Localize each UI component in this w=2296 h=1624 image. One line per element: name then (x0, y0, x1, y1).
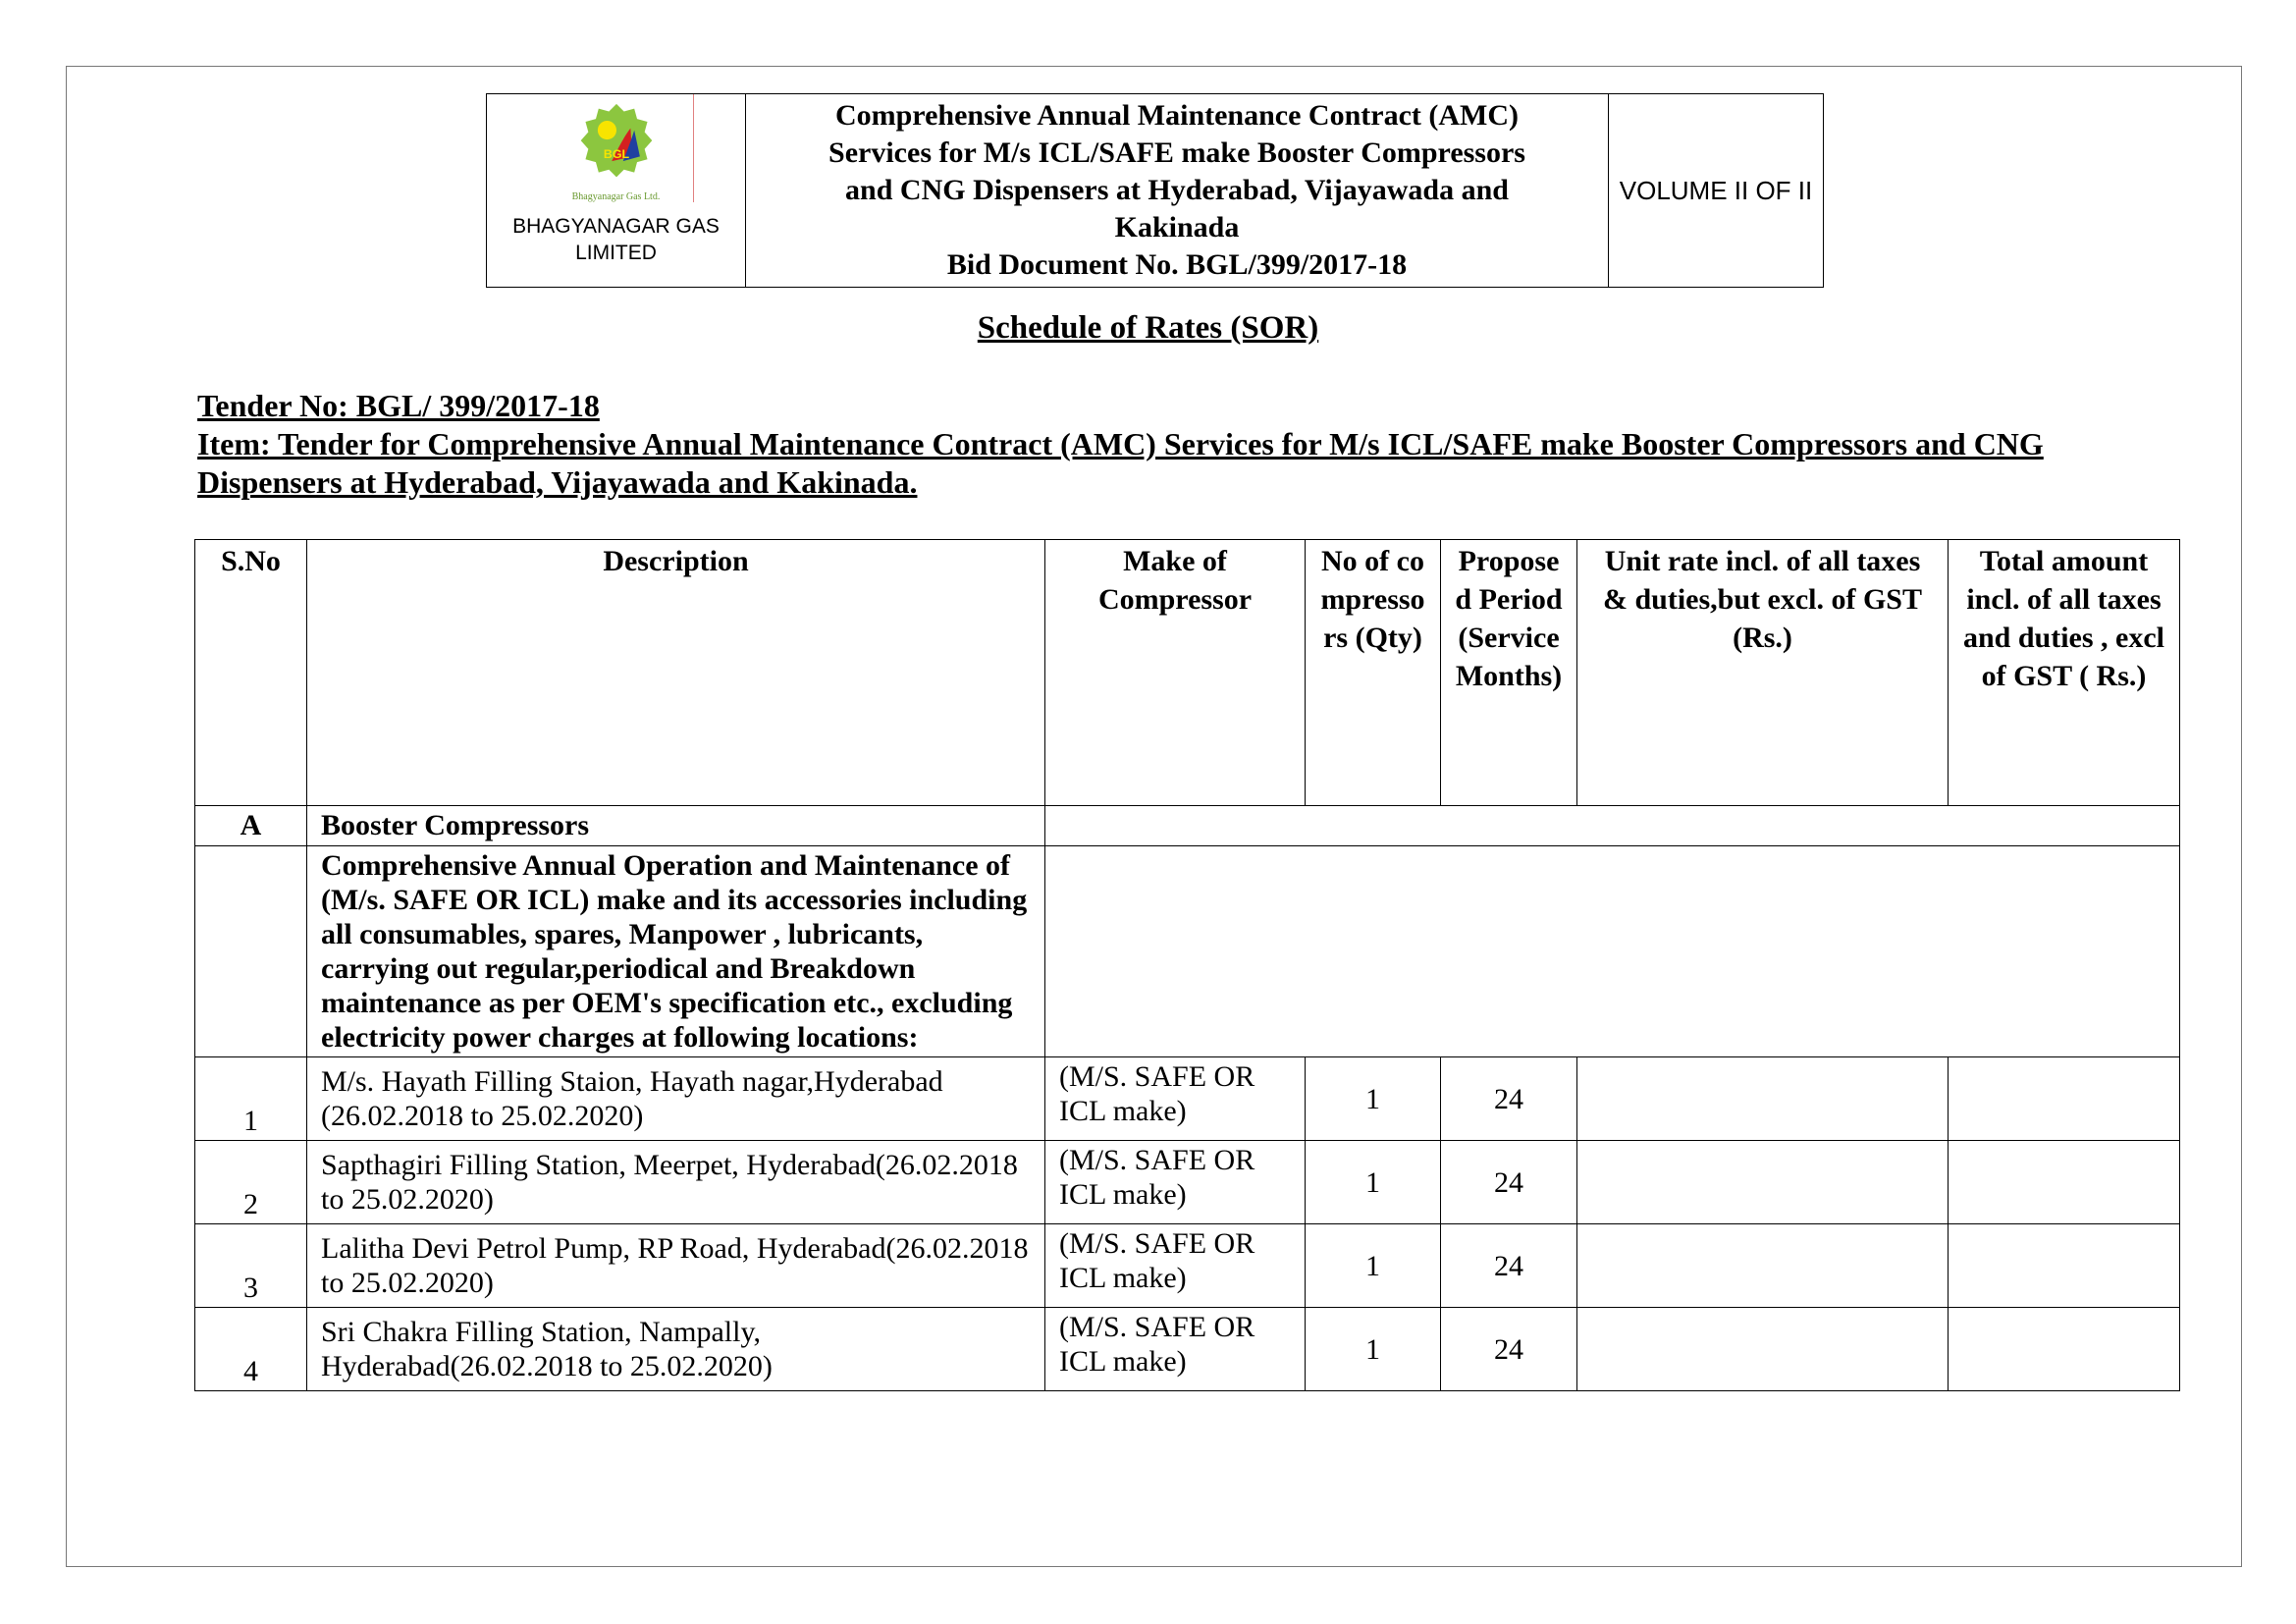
row-total (1948, 1307, 2180, 1391)
row-period: 24 (1440, 1140, 1577, 1224)
tender-info: Tender No: BGL/ 399/2017-18 Item: Tender… (197, 387, 2121, 502)
row-description: Lalitha Devi Petrol Pump, RP Road, Hyder… (306, 1223, 1045, 1308)
row-make: (M/S. SAFE OR ICL make) (1044, 1056, 1306, 1141)
bid-document-no: Bid Document No. BGL/399/2017-18 (946, 248, 1408, 281)
sor-title: Schedule of Rates (SOR) (977, 310, 1319, 346)
logo-caption: Bhagyanagar Gas Ltd. (571, 191, 661, 202)
col-period: Proposed Period (Service Months) (1440, 539, 1577, 806)
page-border (66, 66, 2242, 1567)
sor-table: S.No Description Make of Compressor No o… (194, 539, 2180, 1391)
row-description: Sri Chakra Filling Station, Nampally, Hy… (306, 1307, 1045, 1391)
row-unit-rate (1576, 1140, 1949, 1224)
row-qty: 1 (1305, 1223, 1441, 1308)
section-blank (1044, 805, 2180, 846)
row-make: (M/S. SAFE OR ICL make) (1044, 1140, 1306, 1224)
row-total (1948, 1223, 2180, 1308)
blank-cell (1044, 845, 2180, 1057)
title-line: Comprehensive Annual Maintenance Contrac… (834, 99, 1520, 132)
logo-cell: BGL Bhagyanagar Gas Ltd. BHAGYANAGAR GAS… (487, 94, 746, 287)
row-unit-rate (1576, 1056, 1949, 1141)
row-period: 24 (1440, 1307, 1577, 1391)
svg-text:BGL: BGL (603, 147, 629, 161)
row-qty: 1 (1305, 1140, 1441, 1224)
table-row: 3 Lalitha Devi Petrol Pump, RP Road, Hyde… (194, 1223, 2180, 1308)
title-line: Services for M/s ICL/SAFE make Booster C… (828, 136, 1525, 169)
document-header: BGL Bhagyanagar Gas Ltd. BHAGYANAGAR GAS… (486, 93, 1824, 288)
document-title: Comprehensive Annual Maintenance Contrac… (746, 94, 1609, 287)
row-sno: 4 (194, 1307, 307, 1391)
title-line: Kakinada (1114, 211, 1240, 244)
col-total: Total amount incl. of all taxes and duti… (1948, 539, 2180, 806)
col-description: Description (306, 539, 1045, 806)
tender-item: Item: Tender for Comprehensive Annual Ma… (197, 426, 2044, 500)
row-make: (M/S. SAFE OR ICL make) (1044, 1307, 1306, 1391)
table-row: 1 M/s. Hayath Filling Staion, Hayath naga… (194, 1056, 2180, 1141)
logo-divider (693, 94, 694, 202)
section-description: Comprehensive Annual Operation and Maint… (306, 845, 1045, 1057)
tender-no: Tender No: BGL/ 399/2017-18 (197, 388, 600, 423)
volume-label: VOLUME II OF II (1619, 176, 1813, 205)
col-make: Make of Compressor (1044, 539, 1306, 806)
col-qty: No of compressors (Qty) (1305, 539, 1441, 806)
section-row: A Booster Compressors (194, 805, 2180, 846)
row-description: M/s. Hayath Filling Staion, Hayath nagar… (306, 1056, 1045, 1141)
row-unit-rate (1576, 1307, 1949, 1391)
table-row: 2 Sapthagiri Filling Station, Meerpet, Hy… (194, 1140, 2180, 1224)
row-sno: 3 (194, 1223, 307, 1308)
col-unit-rate: Unit rate incl. of all taxes & duties,bu… (1576, 539, 1949, 806)
blank-cell (194, 845, 307, 1057)
bgl-logo-icon: BGL (580, 103, 652, 178)
row-qty: 1 (1305, 1056, 1441, 1141)
row-period: 24 (1440, 1223, 1577, 1308)
row-unit-rate (1576, 1223, 1949, 1308)
row-total (1948, 1140, 2180, 1224)
section-title: Booster Compressors (306, 805, 1045, 846)
row-make: (M/S. SAFE OR ICL make) (1044, 1223, 1306, 1308)
row-period: 24 (1440, 1056, 1577, 1141)
table-row: 4 Sri Chakra Filling Station, Nampally, H… (194, 1307, 2180, 1391)
table-header-row: S.No Description Make of Compressor No o… (194, 539, 2180, 806)
section-sno: A (194, 805, 307, 846)
section-desc-row: Comprehensive Annual Operation and Maint… (194, 845, 2180, 1057)
row-total (1948, 1056, 2180, 1141)
company-name: BHAGYANAGAR GAS LIMITED (512, 215, 720, 264)
title-line: and CNG Dispensers at Hyderabad, Vijayaw… (845, 174, 1509, 206)
row-sno: 2 (194, 1140, 307, 1224)
row-qty: 1 (1305, 1307, 1441, 1391)
row-description: Sapthagiri Filling Station, Meerpet, Hyd… (306, 1140, 1045, 1224)
col-sno: S.No (194, 539, 307, 806)
row-sno: 1 (194, 1056, 307, 1141)
